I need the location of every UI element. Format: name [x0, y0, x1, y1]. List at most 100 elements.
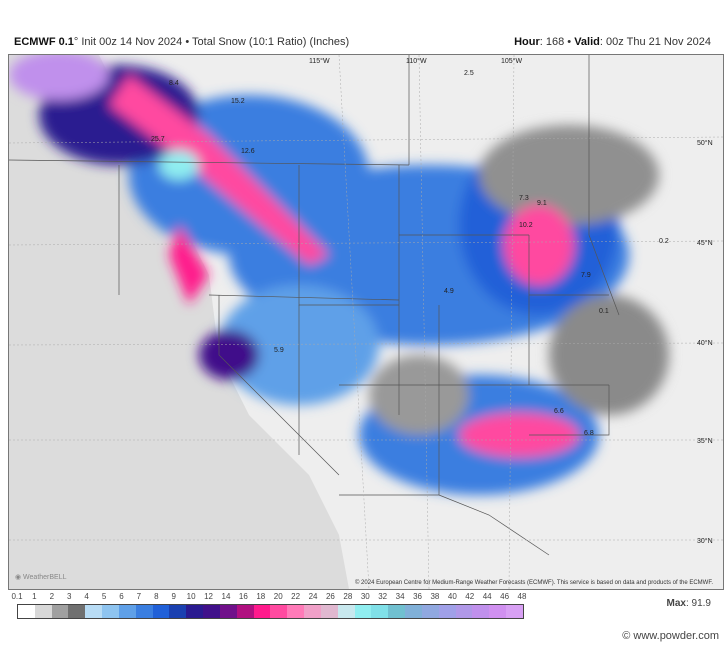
legend-tick: 9	[171, 592, 176, 601]
legend-swatch	[270, 605, 288, 618]
state-borders	[9, 55, 620, 556]
legend-tick: 16	[238, 592, 248, 601]
legend-ticks: 0.1 1 2 3 4 5 6 7 8 9 10 12 14 16 18 20 22 24 26 28 30 32 34 36…	[11, 592, 526, 604]
weatherbell-logo: ◉ WeatherBELL	[15, 574, 67, 581]
legend-tick: 28	[343, 592, 353, 601]
legend-tick: 44	[482, 592, 492, 601]
legend-swatch	[236, 605, 254, 618]
legend-tick: 3	[67, 592, 72, 601]
header-left: ECMWF 0.1° Init 00z 14 Nov 2024 • Total …	[14, 36, 350, 48]
value-label: 0.1	[599, 308, 609, 315]
hour-value: 168	[545, 36, 565, 48]
legend-swatch	[118, 605, 136, 618]
legend-swatch	[438, 605, 456, 618]
legend-swatch	[186, 605, 204, 618]
max-value: Max: 91.9	[666, 598, 711, 609]
legend-swatch	[405, 605, 422, 618]
legend-swatch	[203, 605, 220, 618]
legend-swatch	[489, 605, 507, 618]
legend-tick: 42	[465, 592, 475, 601]
value-label: 8.4	[169, 80, 179, 87]
legend-tick: 8	[154, 592, 159, 601]
latitude-labels: 50°N 45°N 40°N 35°N 30°N	[697, 139, 713, 545]
legend-swatch	[34, 605, 52, 618]
credit-text: © www.powder.com	[622, 630, 719, 642]
legend-tick: 12	[204, 592, 213, 601]
value-label: 2.5	[464, 70, 474, 77]
legend-tick: 48	[517, 592, 527, 601]
legend-swatch	[135, 605, 153, 618]
legend-tick: 20	[273, 592, 283, 601]
legend-swatch	[506, 605, 523, 618]
legend-swatch	[472, 605, 490, 618]
legend-tick: 4	[84, 592, 89, 601]
legend-swatch	[253, 605, 271, 618]
legend-tick: 5	[101, 592, 107, 601]
legend-swatch	[455, 605, 473, 618]
legend-swatch	[371, 605, 389, 618]
legend-tick: 40	[447, 592, 457, 601]
value-labels: 15.2 12.6 25.7 8.4 9.1 10.2 7.3 7.9 6.6 …	[151, 70, 669, 437]
legend-swatch	[51, 605, 69, 618]
legend-swatch	[421, 605, 439, 618]
lat-label: 35°N	[697, 437, 713, 445]
legend-tick: 46	[500, 592, 510, 601]
lon-label: 105°W	[501, 57, 522, 65]
legend-tick: 6	[119, 592, 124, 601]
value-label: 12.6	[241, 148, 255, 155]
init-time: Init 00z 14 Nov 2024	[81, 36, 183, 48]
value-label: 0.2	[659, 238, 669, 245]
legend-tick: 36	[413, 592, 422, 601]
legend-tick: 34	[395, 592, 405, 601]
longitude-labels: 115°W 110°W 105°W	[309, 57, 522, 65]
ocean	[9, 55, 349, 589]
hour-label: Hour	[514, 36, 540, 48]
value-label: 7.9	[581, 272, 591, 279]
valid-time: 00z Thu 21 Nov 2024	[606, 36, 711, 48]
lon-label: 115°W	[309, 57, 330, 65]
value-label: 4.9	[444, 288, 454, 295]
value-label: 15.2	[231, 98, 245, 105]
legend-tick: 30	[360, 592, 370, 601]
graticule	[9, 55, 723, 589]
lat-label: 50°N	[697, 139, 713, 147]
value-label: 5.9	[274, 347, 284, 354]
lat-label: 40°N	[697, 339, 713, 347]
legend-swatch	[219, 605, 237, 618]
max-label: Max	[666, 598, 686, 609]
legend-tick: 22	[291, 592, 301, 601]
legend-tick: 0.1	[11, 592, 23, 601]
legend-swatch	[18, 605, 35, 618]
legend-colorbar	[17, 604, 524, 619]
legend-tick: 18	[256, 592, 266, 601]
legend-tick: 2	[49, 592, 55, 601]
value-label: 6.6	[554, 408, 564, 415]
snowfall-map: 50°N 45°N 40°N 35°N 30°N 115°W 110°W 105…	[8, 54, 724, 590]
value-label: 7.3	[519, 195, 529, 202]
legend-tick: 14	[221, 592, 231, 601]
lat-label: 45°N	[697, 239, 713, 247]
model-name: ECMWF 0.1	[14, 36, 74, 48]
lon-label: 110°W	[406, 57, 427, 65]
legend-swatch	[320, 605, 338, 618]
legend-swatch	[152, 605, 170, 618]
value-label: 25.7	[151, 136, 165, 143]
legend-swatch	[68, 605, 86, 618]
legend-swatch	[102, 605, 119, 618]
value-label: 9.1	[537, 200, 547, 207]
legend-tick: 1	[32, 592, 37, 601]
legend-swatch	[337, 605, 355, 618]
legend-tick: 24	[308, 592, 318, 601]
lat-label: 30°N	[697, 537, 713, 545]
legend-swatch	[354, 605, 372, 618]
legend-tick: 32	[378, 592, 388, 601]
legend-swatch	[287, 605, 305, 618]
value-label: 10.2	[519, 222, 533, 229]
color-legend: 0.1 1 2 3 4 5 6 7 8 9 10 12 14 16 18 20 22 24 26 28 30 32 34 36…	[11, 592, 526, 619]
max-number: 91.9	[691, 598, 711, 609]
value-label: 6.8	[584, 430, 594, 437]
header-right: Hour: 168 • Valid: 00z Thu 21 Nov 2024	[514, 36, 711, 48]
legend-tick: 10	[186, 592, 196, 601]
valid-label: Valid	[574, 36, 600, 48]
